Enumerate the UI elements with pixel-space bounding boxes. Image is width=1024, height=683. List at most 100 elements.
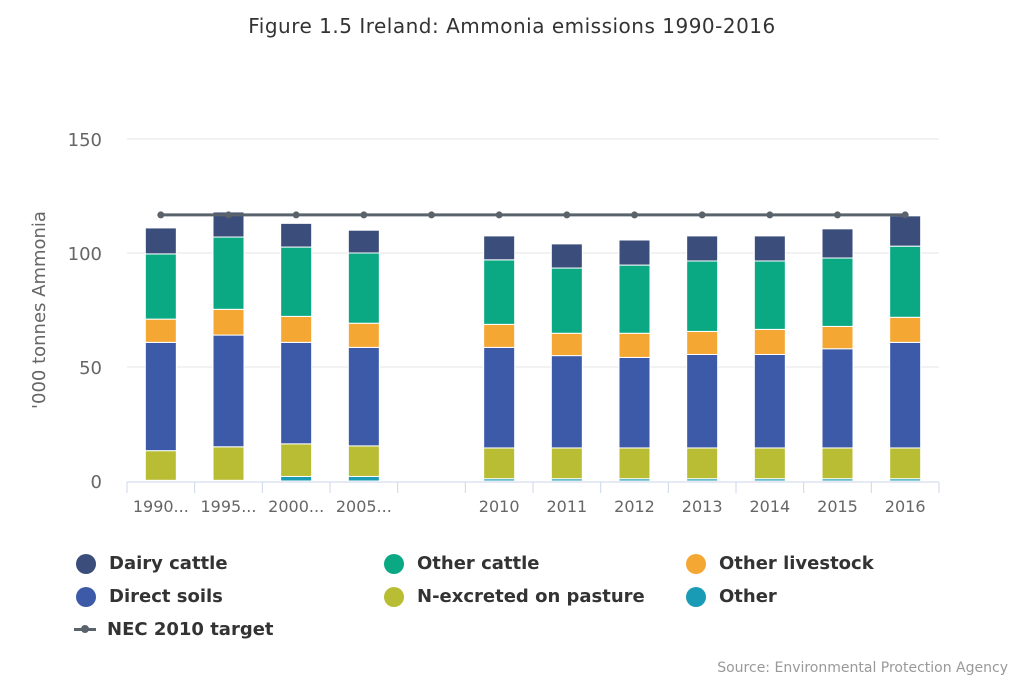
bar-segment-other-cattle: [550, 267, 583, 334]
x-tick-label: 1995...: [201, 497, 257, 516]
x-tick-label: 2011: [546, 497, 587, 516]
source-credit: Source: Environmental Protection Agency: [717, 660, 1008, 676]
x-tick-label: 2014: [749, 497, 790, 516]
bar-segment-other-cattle: [821, 257, 854, 327]
bar-segment-other-livestock: [280, 315, 313, 343]
bar-segment-dairy-cattle: [347, 229, 380, 254]
bar-segment-other-livestock: [889, 316, 922, 343]
legend-label: Other: [719, 586, 777, 607]
nec-target-point: [495, 211, 503, 219]
bar-segment-other: [280, 475, 313, 482]
x-tick-label: 2013: [682, 497, 723, 516]
bar-segment-n-excreted-on-pasture: [144, 450, 177, 481]
other-livestock-marker-icon: [686, 553, 706, 574]
y-tick-label: 100: [68, 244, 102, 265]
nec-target-line: [157, 211, 909, 219]
legend-item-nec-target[interactable]: NEC 2010 target: [74, 619, 274, 640]
bar-segment-direct-soils: [686, 353, 719, 449]
bar-segment-n-excreted-on-pasture: [280, 443, 313, 477]
x-tick-label: 1990...: [133, 497, 189, 516]
bar-segment-direct-soils: [483, 346, 516, 449]
y-tick-label: 150: [68, 130, 102, 151]
bar-segment-dairy-cattle: [618, 239, 651, 266]
legend-item-other-cattle[interactable]: Other cattle: [384, 553, 539, 574]
x-tick-label: 2015: [817, 497, 858, 516]
bar-segment-other-livestock: [686, 330, 719, 355]
direct-soils-marker-icon: [76, 586, 96, 607]
nec-target-point: [766, 211, 774, 219]
nec-target-point: [901, 211, 909, 219]
n-excreted-marker-icon: [384, 586, 404, 607]
bar-segment-direct-soils: [144, 341, 177, 452]
bar-segment-dairy-cattle: [889, 215, 922, 247]
nec-target-point: [428, 211, 435, 219]
bar-segment-n-excreted-on-pasture: [889, 447, 922, 480]
bar-segment-other-cattle: [347, 252, 380, 324]
bar-segment-other-cattle: [212, 236, 245, 310]
legend-label: Dairy cattle: [109, 553, 228, 574]
y-tick-label: 0: [91, 472, 102, 493]
nec-target-point: [292, 211, 300, 219]
legend-item-other-livestock[interactable]: Other livestock: [686, 553, 874, 574]
bar-segment-dairy-cattle: [821, 228, 854, 259]
bar-segment-other-cattle: [686, 260, 719, 332]
bar-segment-other-livestock: [821, 325, 854, 350]
bar-segment-n-excreted-on-pasture: [686, 447, 719, 480]
x-tick-label: 2016: [885, 497, 926, 516]
bar-segment-other-cattle: [618, 264, 651, 334]
bar-segment-other-livestock: [618, 332, 651, 358]
nec-target-point: [360, 211, 368, 219]
x-axis: 1990... 1995... 2000... 2005... 2010 2011 2012…: [126, 481, 940, 516]
bar-segment-n-excreted-on-pasture: [483, 447, 516, 480]
bar-segment-other-cattle: [280, 246, 313, 317]
x-tick-label: 2010: [479, 497, 520, 516]
bar-segment-n-excreted-on-pasture: [821, 447, 854, 480]
bar-segment-direct-soils: [889, 341, 922, 449]
legend-item-n-excreted[interactable]: N-excreted on pasture: [384, 586, 645, 607]
legend-item-dairy-cattle[interactable]: Dairy cattle: [76, 553, 228, 574]
y-tick-label: 50: [79, 358, 102, 379]
nec-target-point: [157, 211, 165, 219]
other-marker-icon: [686, 586, 706, 607]
bar-segment-other-livestock: [483, 323, 516, 348]
bar-segment-direct-soils: [618, 356, 651, 449]
bar-segment-direct-soils: [550, 355, 583, 449]
bar-segment-other-cattle: [483, 259, 516, 325]
bar-segment-other-livestock: [212, 308, 245, 336]
bar-segment-other-livestock: [550, 332, 583, 357]
bar-segment-other-cattle: [753, 260, 786, 330]
bar-segment-n-excreted-on-pasture: [753, 447, 786, 480]
y-axis-label: '000 tonnes Ammonia: [29, 211, 50, 409]
nec-target-point: [834, 211, 841, 219]
bar-segment-n-excreted-on-pasture: [550, 447, 583, 480]
bar-segment-dairy-cattle: [686, 235, 719, 262]
nec-target-point: [698, 211, 706, 219]
nec-target-point: [631, 211, 638, 219]
gridlines: [127, 138, 939, 368]
x-tick-label: 2005...: [336, 497, 392, 516]
other-cattle-marker-icon: [384, 553, 404, 574]
bar-segment-other-cattle: [889, 245, 922, 318]
bar-segment-n-excreted-on-pasture: [347, 445, 380, 477]
legend-label: Other cattle: [417, 553, 540, 574]
legend-label: NEC 2010 target: [107, 619, 274, 640]
legend-item-direct-soils[interactable]: Direct soils: [76, 586, 223, 607]
chart-title: Figure 1.5 Ireland: Ammonia emissions 19…: [248, 14, 776, 38]
line-marker-icon: [74, 625, 96, 633]
legend-label: N-excreted on pasture: [417, 586, 645, 607]
bar-segment-other-cattle: [144, 253, 177, 320]
bar-segment-direct-soils: [280, 341, 313, 445]
bar-segment-dairy-cattle: [753, 235, 786, 262]
legend-item-other[interactable]: Other: [686, 586, 777, 607]
bar-segment-direct-soils: [821, 348, 854, 449]
bar-segment-n-excreted-on-pasture: [618, 447, 651, 480]
x-tick-label: 2012: [614, 497, 655, 516]
legend-label: Other livestock: [719, 553, 874, 574]
bar-segment-direct-soils: [347, 346, 380, 447]
bar-segment-direct-soils: [212, 334, 245, 448]
nec-target-point: [563, 211, 571, 219]
bar-segment-other: [347, 475, 380, 482]
x-tick-label: 2000...: [268, 497, 324, 516]
bar-segment-other-livestock: [144, 318, 177, 343]
